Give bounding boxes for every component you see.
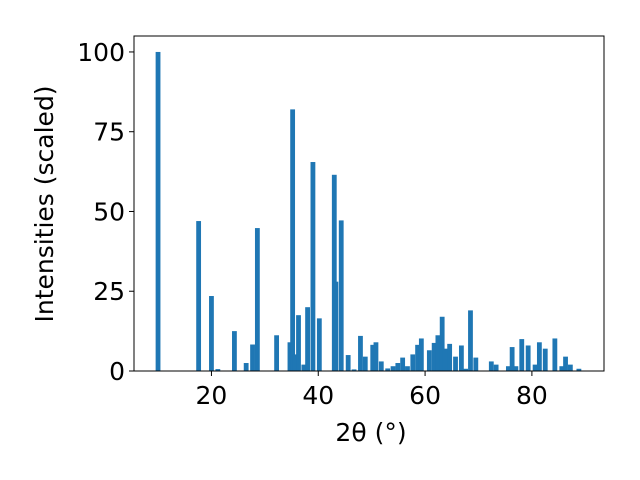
bar [292, 354, 298, 371]
bar [232, 331, 237, 371]
bar [567, 364, 573, 371]
bar [513, 366, 519, 371]
bar [473, 357, 479, 371]
x-tick-label: 40 [302, 381, 334, 410]
bar [405, 366, 410, 371]
bar [559, 366, 565, 371]
bar [468, 310, 473, 371]
y-tick-label: 75 [93, 118, 125, 147]
y-tick-label: 50 [93, 197, 125, 226]
y-axis-label: Intensities (scaled) [30, 85, 59, 322]
bar [576, 368, 582, 371]
bar [542, 348, 548, 371]
bar [370, 344, 376, 371]
bar [209, 296, 214, 371]
y-tick-label: 0 [109, 357, 125, 386]
bar [532, 364, 538, 371]
bar [458, 345, 464, 371]
bar [338, 220, 344, 371]
bar [463, 368, 469, 371]
bar [290, 109, 296, 371]
bar [442, 348, 448, 371]
bar [331, 174, 337, 371]
bar [345, 355, 351, 371]
bar [439, 316, 445, 371]
bar [453, 356, 458, 371]
y-tick-label: 25 [93, 277, 125, 306]
bar [552, 338, 558, 371]
bar [415, 344, 421, 371]
bar [488, 361, 494, 371]
bar [395, 363, 401, 371]
bar [254, 228, 260, 371]
bar [215, 369, 221, 371]
bar [274, 335, 280, 371]
bar [351, 369, 357, 371]
bar [505, 366, 511, 371]
bar [519, 339, 525, 371]
bar [333, 281, 339, 371]
bar [296, 315, 301, 371]
bar [362, 356, 368, 371]
bar [509, 347, 515, 371]
bar [447, 343, 453, 371]
bar [418, 338, 424, 371]
bar [305, 307, 310, 371]
x-tick-label: 80 [516, 381, 548, 410]
bar [196, 221, 202, 371]
bar [155, 51, 161, 371]
bar [431, 342, 437, 371]
bar [250, 344, 255, 371]
bar [301, 364, 307, 371]
x-tick-label: 60 [409, 381, 441, 410]
bar [493, 364, 499, 371]
bar [390, 366, 396, 371]
plot-frame [133, 35, 605, 372]
y-axis-ticks: 0 25 50 75 100 [77, 38, 134, 386]
bar [410, 354, 416, 371]
bar [358, 335, 363, 371]
bar [287, 342, 293, 371]
x-axis-ticks: 20 40 60 80 [196, 371, 548, 410]
bar [316, 318, 322, 371]
bar [536, 342, 542, 371]
bar [385, 368, 391, 371]
bar [310, 162, 316, 371]
bar [373, 342, 379, 371]
y-tick-label: 100 [77, 38, 125, 67]
bar [563, 356, 568, 371]
x-axis-label: 2θ (°) [335, 418, 406, 447]
bar-series [155, 51, 582, 371]
bar [435, 335, 441, 371]
bar [400, 357, 406, 371]
bar [378, 361, 384, 371]
bar [243, 363, 249, 371]
bar [426, 350, 432, 371]
bar [525, 345, 531, 371]
x-tick-label: 20 [196, 381, 228, 410]
